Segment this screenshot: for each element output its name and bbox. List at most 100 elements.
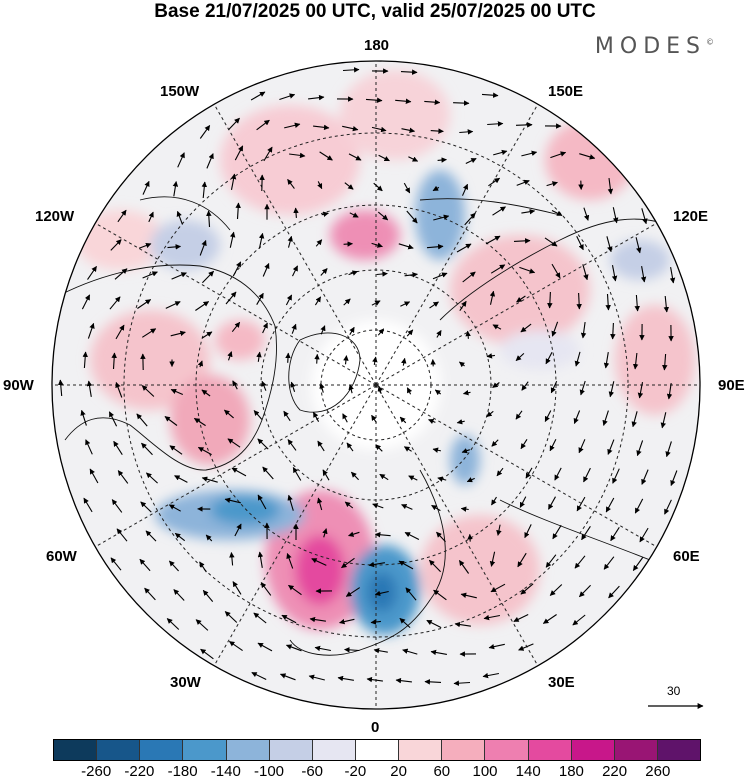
brand-name: MODES [594, 34, 706, 59]
wind-arrow [660, 412, 667, 429]
wind-arrow [346, 442, 354, 452]
wind-arrow [549, 584, 563, 596]
wind-arrow [551, 210, 563, 216]
wind-arrow [496, 524, 502, 536]
wind-arrow [490, 583, 506, 593]
wind-arrow [436, 531, 446, 543]
anomaly-positive [450, 235, 590, 345]
wind-arrow [287, 235, 293, 248]
wind-arrow [377, 328, 385, 336]
wind-arrow [343, 241, 353, 247]
wind-arrow [165, 301, 181, 309]
wind-arrow [257, 438, 269, 450]
wind-arrow [402, 648, 418, 655]
wind-arrow [636, 440, 644, 457]
wind-arrow [117, 209, 127, 223]
wind-arrow [86, 380, 93, 397]
wind-arrow [520, 583, 534, 595]
wind-arrow [492, 206, 506, 216]
wind-arrow [515, 352, 525, 362]
wind-arrow [234, 145, 244, 161]
wind-arrow [424, 679, 442, 685]
wind-arrow [461, 183, 469, 196]
wind-arrow [640, 266, 647, 283]
wind-arrow [351, 471, 359, 481]
wind-arrow [465, 158, 477, 164]
wind-arrow [308, 94, 325, 101]
wind-arrow [632, 557, 644, 571]
wind-arrow [374, 532, 391, 538]
wind-arrow [197, 446, 212, 456]
wind-arrow [518, 643, 534, 651]
wind-arrow [321, 211, 329, 218]
wind-arrow [516, 179, 530, 186]
wind-arrow [456, 419, 465, 425]
wind-arrow [256, 292, 264, 305]
wind-arrow [666, 383, 673, 400]
wind-arrow [549, 438, 557, 452]
colorbar-tick-label: 140 [515, 763, 541, 780]
modes-logo: MODES© [595, 34, 714, 59]
wind-arrow [257, 494, 267, 510]
colorbar-tick-label: 220 [602, 763, 628, 780]
wind-arrow [492, 382, 500, 388]
wind-arrow [607, 178, 614, 195]
wind-arrow [635, 237, 642, 254]
wind-arrow [433, 589, 447, 601]
wind-arrow [631, 411, 638, 428]
wind-arrow [168, 504, 181, 512]
wind-arrow [544, 410, 552, 422]
wind-arrow [433, 214, 450, 221]
wind-arrow [432, 447, 442, 453]
wind-arrow [206, 210, 212, 228]
wind-arrow [110, 557, 122, 571]
wind-arrow [632, 352, 639, 370]
wind-arrow [406, 210, 418, 224]
wind-arrow [492, 324, 502, 330]
wind-arrow [317, 181, 323, 190]
wind-arrow [201, 476, 218, 483]
wind-arrow [167, 244, 182, 250]
colorbar-swatch [528, 740, 572, 760]
wind-arrow [432, 185, 440, 192]
wind-arrow [140, 501, 152, 513]
colorbar-tick-label: 20 [390, 763, 407, 780]
wind-arrow [453, 680, 471, 686]
wind-arrow [348, 270, 358, 276]
colorbar-tick-label: 100 [472, 763, 498, 780]
wind-arrow [610, 322, 616, 340]
wind-arrow [371, 414, 377, 423]
wind-arrow [81, 294, 91, 310]
wind-arrow [232, 581, 242, 595]
wind-arrow [641, 208, 648, 225]
wind-arrow [521, 381, 529, 391]
wind-arrow [57, 379, 64, 397]
wind-arrow [491, 439, 499, 447]
coastline-north-america [59, 264, 277, 471]
wind-arrow [348, 153, 362, 161]
wind-arrow [406, 387, 413, 395]
wind-arrow [378, 154, 390, 162]
lon-label-180: 180 [364, 37, 390, 54]
wind-arrow [574, 351, 581, 367]
anomaly-positive [220, 105, 360, 215]
wind-arrow [342, 67, 360, 73]
wind-arrow [174, 475, 188, 483]
lon-label-150w: 150W [160, 83, 200, 100]
lon-label-0: 0 [371, 719, 380, 736]
wind-arrow [343, 355, 349, 365]
wind-arrow [602, 410, 609, 426]
wind-arrow [262, 262, 270, 277]
map-border [51, 60, 701, 710]
wind-arrow [401, 504, 413, 510]
wind-arrow [170, 330, 186, 337]
wind-arrow [611, 264, 618, 282]
anomaly-negative [150, 220, 220, 270]
wind-arrow [262, 322, 268, 334]
wind-arrow [113, 440, 123, 455]
wind-arrow [288, 584, 302, 596]
wind-arrow [261, 380, 267, 391]
wind-arrow [426, 619, 442, 629]
wind-arrow [519, 496, 527, 508]
wind-arrow [111, 499, 123, 513]
